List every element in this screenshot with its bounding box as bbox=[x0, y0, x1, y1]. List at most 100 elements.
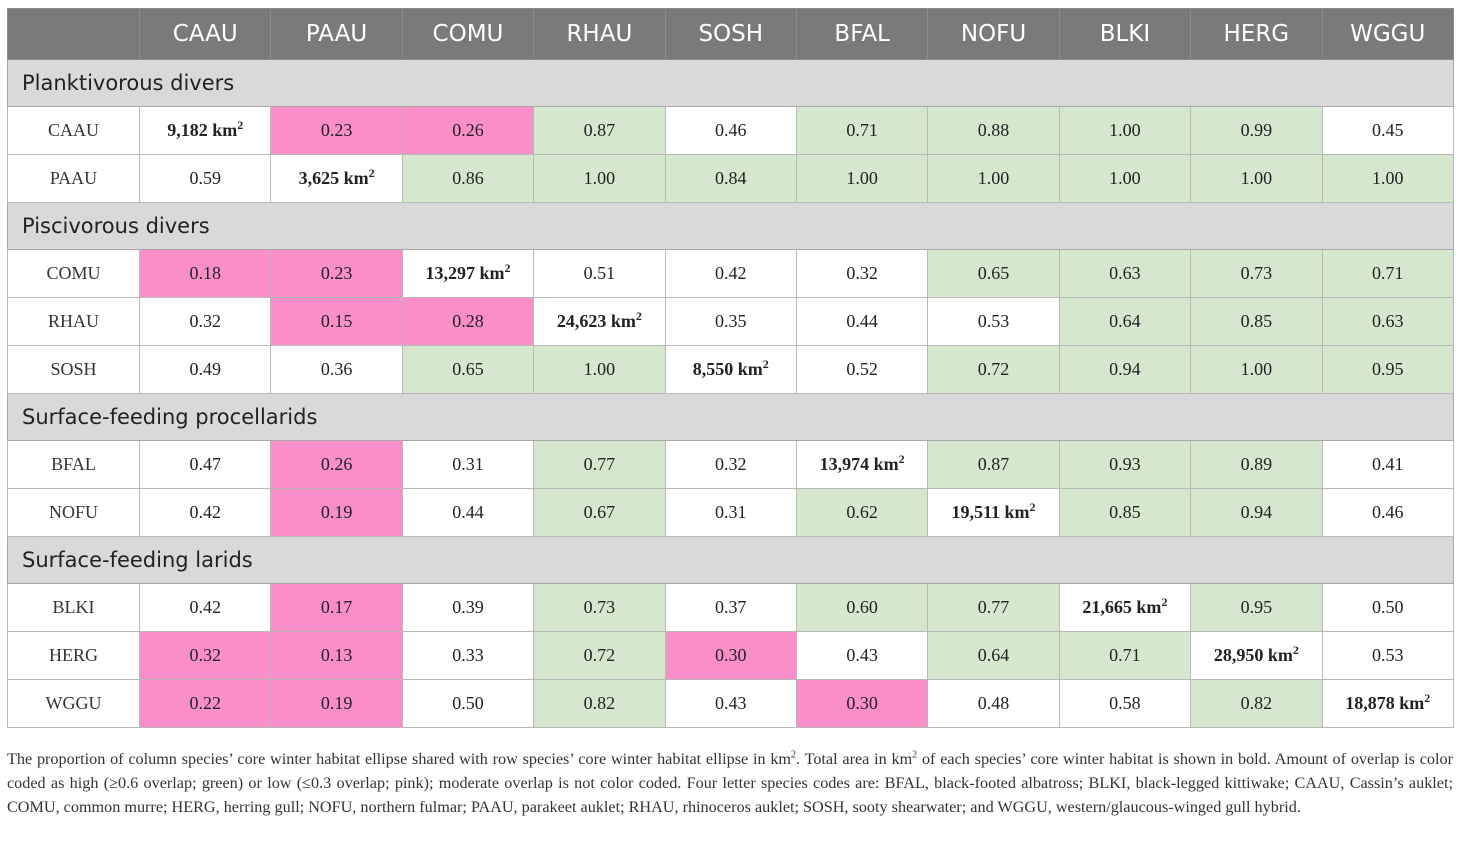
overlap-cell: 0.31 bbox=[664, 488, 797, 537]
table-row: HERG 0.32 0.13 0.33 0.72 0.30 0.43 0.64 0.71 28,9… bbox=[7, 631, 1454, 680]
overlap-cell: 0.71 bbox=[1058, 631, 1192, 680]
overlap-cell: 0.50 bbox=[1321, 583, 1454, 632]
column-header: CAAU bbox=[138, 8, 272, 60]
overlap-cell: 0.43 bbox=[795, 631, 929, 680]
overlap-cell: 0.73 bbox=[1190, 249, 1323, 298]
column-header: SOSH bbox=[664, 8, 797, 60]
table-row: COMU 0.18 0.23 13,297 km2 0.51 0.42 0.32 0.65 0.… bbox=[7, 249, 1454, 298]
overlap-cell: 0.28 bbox=[401, 297, 535, 346]
area-value: 21,665 km bbox=[1082, 597, 1162, 617]
overlap-cell: 0.82 bbox=[533, 679, 666, 728]
table-row: CAAU 9,182 km2 0.23 0.26 0.87 0.46 0.71 0.88 1.0… bbox=[7, 106, 1454, 155]
overlap-cell: 0.41 bbox=[1321, 440, 1454, 489]
overlap-cell: 0.32 bbox=[138, 297, 272, 346]
table-row: NOFU 0.42 0.19 0.44 0.67 0.31 0.62 19,511 km2 0.… bbox=[7, 488, 1454, 537]
overlap-cell: 0.18 bbox=[138, 249, 272, 298]
table-row: BFAL 0.47 0.26 0.31 0.77 0.32 13,974 km2 0.87 0.… bbox=[7, 440, 1454, 489]
overlap-cell: 0.62 bbox=[795, 488, 929, 537]
core-habitat-area-cell: 28,950 km2 bbox=[1190, 631, 1323, 680]
table-row: PAAU 0.59 3,625 km2 0.86 1.00 0.84 1.00 1.00 1.0… bbox=[7, 154, 1454, 203]
table-row: BLKI 0.42 0.17 0.39 0.73 0.37 0.60 0.77 21,665 k… bbox=[7, 583, 1454, 632]
area-value: 24,623 km bbox=[556, 311, 636, 331]
overlap-cell: 0.45 bbox=[1321, 106, 1454, 155]
area-value: 9,182 km bbox=[167, 120, 238, 140]
overlap-cell: 0.48 bbox=[927, 679, 1060, 728]
column-header: NOFU bbox=[927, 8, 1060, 60]
overlap-cell: 0.42 bbox=[138, 583, 272, 632]
area-unit-exponent: 2 bbox=[237, 118, 244, 132]
area-unit-exponent: 2 bbox=[1292, 643, 1299, 657]
overlap-cell: 0.64 bbox=[927, 631, 1060, 680]
area-value: 13,297 km bbox=[425, 263, 505, 283]
core-habitat-area-cell: 24,623 km2 bbox=[533, 297, 666, 346]
group-row: Piscivorous divers bbox=[7, 202, 1454, 250]
overlap-cell: 0.67 bbox=[533, 488, 666, 537]
overlap-cell: 1.00 bbox=[533, 345, 666, 394]
overlap-cell: 0.88 bbox=[927, 106, 1060, 155]
group-row: Planktivorous divers bbox=[7, 59, 1454, 107]
area-unit-exponent: 2 bbox=[504, 261, 511, 275]
overlap-cell: 0.22 bbox=[138, 679, 272, 728]
overlap-cell: 0.19 bbox=[270, 488, 403, 537]
row-label: SOSH bbox=[7, 345, 140, 394]
group-title: Surface-feeding larids bbox=[7, 536, 1454, 584]
group-row: Surface-feeding procellarids bbox=[7, 393, 1454, 441]
overlap-cell: 0.32 bbox=[664, 440, 797, 489]
column-header: BFAL bbox=[795, 8, 929, 60]
overlap-cell: 0.19 bbox=[270, 679, 403, 728]
overlap-cell: 0.65 bbox=[927, 249, 1060, 298]
overlap-cell: 0.23 bbox=[270, 106, 403, 155]
overlap-cell: 0.31 bbox=[401, 440, 535, 489]
core-habitat-area-cell: 21,665 km2 bbox=[1058, 583, 1192, 632]
core-habitat-area-cell: 3,625 km2 bbox=[270, 154, 403, 203]
column-header: PAAU bbox=[270, 8, 403, 60]
overlap-cell: 0.93 bbox=[1058, 440, 1192, 489]
column-header: HERG bbox=[1190, 8, 1323, 60]
overlap-cell: 1.00 bbox=[533, 154, 666, 203]
area-unit-exponent: 2 bbox=[635, 309, 642, 323]
overlap-cell: 0.65 bbox=[401, 345, 535, 394]
overlap-cell: 0.86 bbox=[401, 154, 535, 203]
overlap-cell: 0.63 bbox=[1058, 249, 1192, 298]
overlap-cell: 0.53 bbox=[927, 297, 1060, 346]
overlap-cell: 0.58 bbox=[1058, 679, 1192, 728]
overlap-cell: 0.33 bbox=[401, 631, 535, 680]
overlap-cell: 0.84 bbox=[664, 154, 797, 203]
overlap-cell: 0.72 bbox=[533, 631, 666, 680]
overlap-cell: 0.82 bbox=[1190, 679, 1323, 728]
overlap-cell: 0.47 bbox=[138, 440, 272, 489]
overlap-table-container: CAAU PAAU COMU RHAU SOSH BFAL NOFU BLKI … bbox=[7, 8, 1454, 728]
overlap-cell: 0.17 bbox=[270, 583, 403, 632]
overlap-cell: 0.43 bbox=[664, 679, 797, 728]
overlap-cell: 0.60 bbox=[795, 583, 929, 632]
row-label: BLKI bbox=[7, 583, 140, 632]
area-value: 13,974 km bbox=[819, 454, 899, 474]
area-value: 19,511 km bbox=[951, 502, 1030, 522]
overlap-cell: 0.87 bbox=[533, 106, 666, 155]
overlap-cell: 0.39 bbox=[401, 583, 535, 632]
area-unit-exponent: 2 bbox=[762, 357, 769, 371]
overlap-cell: 0.85 bbox=[1058, 488, 1192, 537]
overlap-cell: 0.46 bbox=[664, 106, 797, 155]
overlap-cell: 0.44 bbox=[401, 488, 535, 537]
area-unit-exponent: 2 bbox=[1029, 500, 1036, 514]
group-title: Planktivorous divers bbox=[7, 59, 1454, 107]
group-title: Surface-feeding procellarids bbox=[7, 393, 1454, 441]
overlap-cell: 0.94 bbox=[1058, 345, 1192, 394]
overlap-cell: 1.00 bbox=[795, 154, 929, 203]
overlap-cell: 0.26 bbox=[270, 440, 403, 489]
overlap-cell: 0.63 bbox=[1321, 297, 1454, 346]
column-header: WGGU bbox=[1321, 8, 1454, 60]
overlap-cell: 0.99 bbox=[1190, 106, 1323, 155]
core-habitat-area-cell: 19,511 km2 bbox=[927, 488, 1060, 537]
overlap-cell: 0.89 bbox=[1190, 440, 1323, 489]
caption-text: The proportion of column species’ core w… bbox=[7, 750, 792, 768]
overlap-cell: 0.64 bbox=[1058, 297, 1192, 346]
overlap-cell: 0.36 bbox=[270, 345, 403, 394]
row-label: PAAU bbox=[7, 154, 140, 203]
row-label: RHAU bbox=[7, 297, 140, 346]
overlap-cell: 1.00 bbox=[1058, 106, 1192, 155]
row-label: NOFU bbox=[7, 488, 140, 537]
overlap-cell: 0.42 bbox=[664, 249, 797, 298]
caption-text: . Total area in km bbox=[796, 750, 913, 768]
